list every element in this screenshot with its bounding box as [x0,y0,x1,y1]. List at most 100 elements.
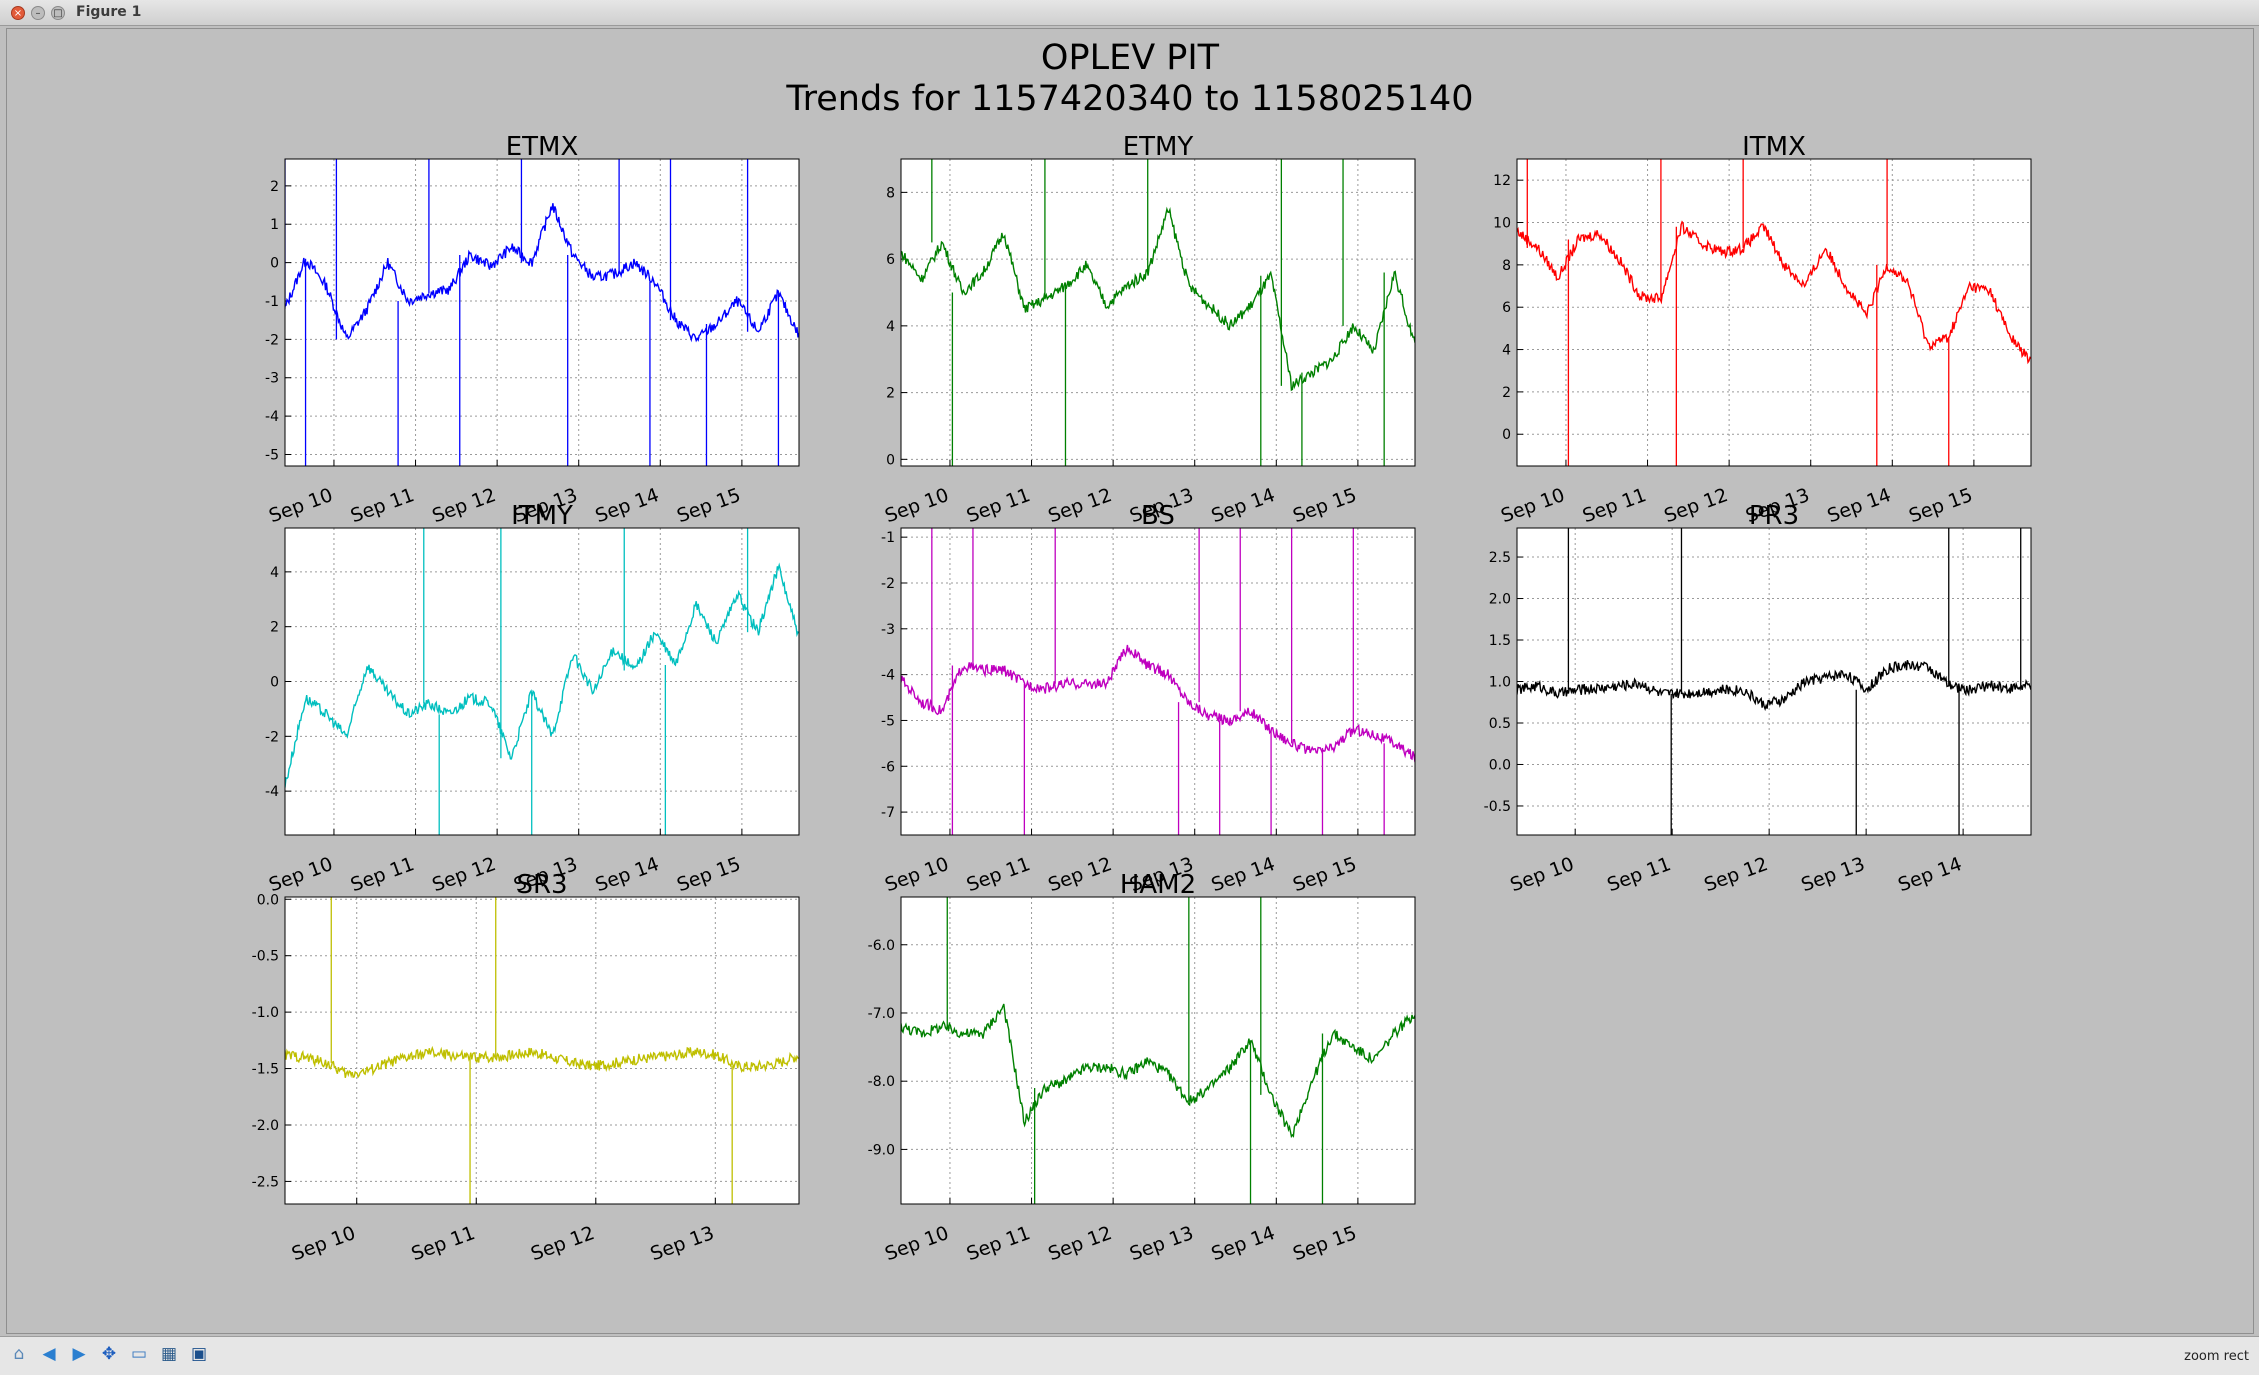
y-tick-label: 0.5 [1489,716,1511,732]
y-tick-label: -1.5 [252,1062,279,1078]
window-title: Figure 1 [76,4,142,20]
data-line [901,644,1415,763]
data-line [901,206,1415,392]
y-tick-label: 2.5 [1489,550,1511,566]
y-tick-label: -4 [881,668,895,684]
x-tick-label: Sep 10 [1498,484,1568,527]
x-tick-label: Sep 11 [964,853,1034,896]
y-tick-label: -2.5 [252,1174,279,1190]
axes-frame [1516,527,2032,836]
y-tick-label: 2 [1502,385,1511,401]
pan-move-button[interactable]: ✥ [96,1341,122,1367]
y-tick-label: -1.0 [252,1005,279,1021]
y-tick-label: 4 [270,565,279,581]
data-line [285,562,799,788]
axes-frame [284,158,800,467]
series-ham2 [901,897,1415,1204]
axes-frame [900,527,1416,836]
y-tick-label: 8 [886,185,895,201]
back-arrow-button[interactable]: ◀ [36,1341,62,1367]
data-line [1517,660,2031,712]
y-tick-label: -2 [265,729,279,745]
y-tick-label: 10 [1493,216,1511,232]
save-button[interactable]: ▣ [186,1341,212,1367]
y-tick-label: -6 [881,759,895,775]
zoom-rect-button[interactable]: ▭ [126,1341,152,1367]
series-bs [901,528,1415,835]
x-tick-label: Sep 12 [429,484,499,527]
x-tick-label: Sep 14 [1208,1222,1278,1265]
axes-frame [284,896,800,1205]
axes-frame [900,158,1416,467]
window-maximize-button[interactable]: □ [51,6,65,20]
x-tick-label: Sep 10 [882,853,952,896]
window-close-button[interactable]: × [11,6,25,20]
x-tick-label: Sep 12 [429,853,499,896]
home-button[interactable]: ⌂ [6,1341,32,1367]
x-tick-label: Sep 13 [647,1222,717,1265]
y-tick-label: 1 [270,217,279,233]
x-tick-label: Sep 10 [882,1222,952,1265]
y-tick-label: -7.0 [868,1006,895,1022]
x-tick-label: Sep 11 [348,853,418,896]
y-tick-label: 2 [270,179,279,195]
window-minimize-button[interactable]: – [31,6,45,20]
axes-frame [900,896,1416,1205]
y-tick-label: 12 [1493,173,1511,189]
pan-move-icon: ✥ [101,1344,117,1364]
subplot-title: ETMY [1123,132,1194,162]
y-tick-label: -0.5 [1484,799,1511,815]
series-etmy [901,159,1415,466]
forward-arrow-button[interactable]: ▶ [66,1341,92,1367]
y-tick-label: -5 [881,713,895,729]
x-tick-label: Sep 12 [1045,853,1115,896]
axes-background [901,528,1415,835]
y-tick-label: -0.5 [252,949,279,965]
y-tick-label: -2 [881,576,895,592]
subplot-title: PR3 [1749,501,1799,531]
x-tick-label: Sep 13 [1798,853,1868,896]
x-tick-label: Sep 15 [674,484,744,527]
y-tick-label: -7 [881,805,895,821]
y-tick-label: 0.0 [257,892,279,908]
subplot-title: HAM2 [1120,870,1196,900]
x-tick-label: Sep 14 [592,484,662,527]
series-etmx [285,159,799,466]
axes-background [1517,159,2031,466]
navigation-toolbar: ⌂ ◀ ▶ ✥ ▭ ▦ ▣ zoom rect [0,1336,2259,1375]
series-sr3 [285,897,799,1204]
axes-frame [284,527,800,836]
x-tick-label: Sep 10 [1507,853,1577,896]
axes-background [285,159,799,466]
x-tick-label: Sep 15 [1290,484,1360,527]
y-tick-label: 0 [1502,427,1511,443]
window-titlebar: × – □ Figure 1 [0,0,2259,26]
x-tick-label: Sep 10 [882,484,952,527]
y-tick-label: 6 [886,252,895,268]
x-tick-label: Sep 15 [674,853,744,896]
x-tick-label: Sep 14 [1824,484,1894,527]
data-line [285,1045,799,1079]
figure-canvas[interactable]: OPLEV PIT Trends for 1157420340 to 11580… [6,28,2254,1334]
y-tick-label: -2 [265,332,279,348]
y-tick-label: -1 [265,294,279,310]
x-tick-label: Sep 12 [1661,484,1731,527]
x-tick-label: Sep 14 [592,853,662,896]
x-tick-label: Sep 15 [1906,484,1976,527]
y-tick-label: 1.5 [1489,633,1511,649]
y-tick-label: 4 [886,319,895,335]
axes-frame [1516,158,2032,467]
y-tick-label: -9.0 [868,1142,895,1158]
figure-plot: OPLEV PIT Trends for 1157420340 to 11580… [252,38,2032,1265]
data-line [901,1003,1415,1139]
y-tick-label: -3 [265,371,279,387]
x-tick-label: Sep 12 [1701,853,1771,896]
x-tick-label: Sep 11 [1580,484,1650,527]
configure-subplots-button[interactable]: ▦ [156,1341,182,1367]
subplot-title: ITMX [1742,132,1806,162]
subplot-title: BS [1141,501,1175,531]
